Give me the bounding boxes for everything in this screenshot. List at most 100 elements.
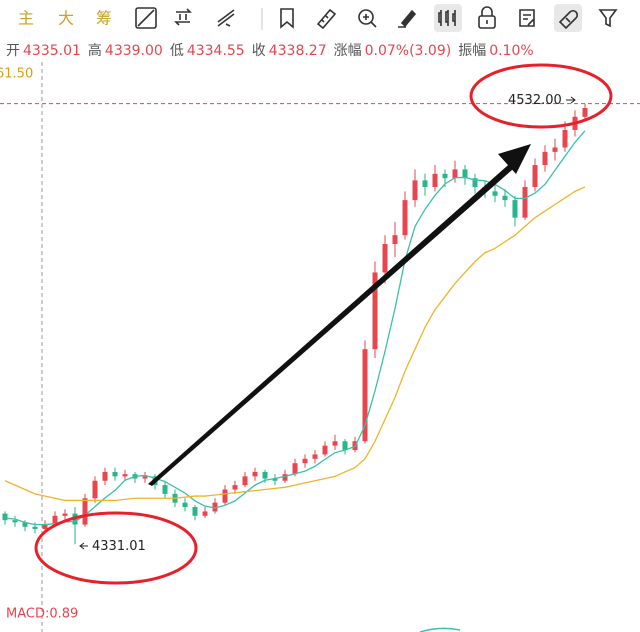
toolbar-tab[interactable]: 主 <box>18 9 34 28</box>
plot <box>0 103 640 545</box>
arrow-head <box>498 144 531 174</box>
candle-body <box>252 471 258 477</box>
candle-body <box>342 441 348 451</box>
candle-body <box>62 513 68 516</box>
toolbar-tab[interactable]: 大 <box>58 9 74 28</box>
lock-icon[interactable] <box>478 15 496 29</box>
candle-body <box>52 515 58 525</box>
candle-body <box>262 471 268 479</box>
info-value: 4339.00 <box>105 43 163 59</box>
candle-body <box>282 474 288 481</box>
candle-body <box>142 476 148 479</box>
candle-body <box>392 235 398 244</box>
candle-body <box>42 524 48 529</box>
candle-body <box>432 173 438 187</box>
candle-body <box>492 191 498 196</box>
candle-body <box>552 147 558 152</box>
candle-body <box>412 180 418 201</box>
candle-body <box>542 151 548 166</box>
moving-average-line <box>4 186 586 502</box>
indicator-label: MACD:0.89 <box>6 607 78 622</box>
candle-body <box>12 520 18 523</box>
candle-body <box>372 272 378 350</box>
line-tool-icon[interactable] <box>217 9 235 27</box>
candle-body <box>222 489 228 503</box>
indicator-curve <box>419 627 461 632</box>
zoom-icon-detail <box>363 14 377 28</box>
candle-body <box>332 441 338 446</box>
label-arrow <box>566 96 576 104</box>
info-value: 0.10% <box>489 43 533 59</box>
candle-body <box>522 186 528 218</box>
candle-body <box>502 195 508 201</box>
bookmark-icon[interactable] <box>280 8 294 29</box>
notes-icon[interactable] <box>519 9 535 27</box>
draw-icon[interactable] <box>135 7 157 29</box>
candle-body <box>32 526 38 529</box>
candle-body <box>322 445 328 455</box>
candle-body <box>382 243 388 273</box>
info-label: 涨幅 <box>334 43 362 59</box>
info-value: 0.07%(3.09) <box>365 43 452 59</box>
candle-body <box>362 349 368 442</box>
draw-icon-line <box>137 9 155 27</box>
candle-body <box>122 474 128 477</box>
candle-body <box>82 498 88 525</box>
candle-body <box>582 108 588 117</box>
candle-body <box>402 200 408 236</box>
info-label: 低 <box>170 43 184 59</box>
info-label: 高 <box>88 42 102 59</box>
candle-icon[interactable] <box>438 10 456 26</box>
label-arrow <box>79 542 88 550</box>
axis-label: 61.50 <box>0 67 33 82</box>
filter-icon[interactable] <box>598 9 618 28</box>
candle-body <box>272 478 278 481</box>
info-label: 收 <box>252 43 266 59</box>
candle-body <box>102 471 108 481</box>
high-label: 4532.00 <box>508 93 562 108</box>
candle-body <box>92 480 98 499</box>
candle-body <box>512 200 518 218</box>
candle-body <box>532 165 538 187</box>
candle-body <box>212 502 218 512</box>
arrow-shaft <box>148 158 520 486</box>
candle-body <box>232 485 238 490</box>
candle-body <box>202 511 208 516</box>
candle-body <box>312 454 318 459</box>
toolbar-tab[interactable]: 筹 <box>96 9 112 28</box>
zoom-icon[interactable] <box>358 9 374 25</box>
candle-body <box>422 180 428 187</box>
candle-body <box>472 178 478 187</box>
candle-body <box>112 471 118 477</box>
candle-body <box>452 169 458 179</box>
candle-body <box>192 507 198 516</box>
candle-body <box>22 522 28 527</box>
candle-body <box>2 513 8 521</box>
candle-body <box>182 502 188 508</box>
info-label: 振幅 <box>458 43 486 59</box>
candle-body <box>162 485 168 494</box>
candle-body <box>442 173 448 179</box>
ruler-icon[interactable] <box>316 8 337 30</box>
highlight-ellipse <box>469 63 613 129</box>
magnet-icon[interactable] <box>558 9 579 30</box>
low-label: 4331.01 <box>92 539 146 554</box>
active-tool-bg <box>554 4 582 32</box>
info-value: 4335.01 <box>23 43 81 59</box>
drawn-markup <box>34 63 613 632</box>
lock-icon-detail <box>481 6 493 24</box>
candle-body <box>242 476 248 486</box>
candle-body <box>292 463 298 475</box>
info-value: 4334.55 <box>187 43 245 59</box>
candle-body <box>302 458 308 464</box>
highlight-ellipse <box>34 511 198 585</box>
info-label: 开 <box>6 43 20 59</box>
pen-icon[interactable] <box>398 9 417 28</box>
candle-body <box>462 169 468 179</box>
toolbar <box>135 4 618 32</box>
swap-icon[interactable] <box>174 8 192 26</box>
candle-body <box>562 129 568 148</box>
